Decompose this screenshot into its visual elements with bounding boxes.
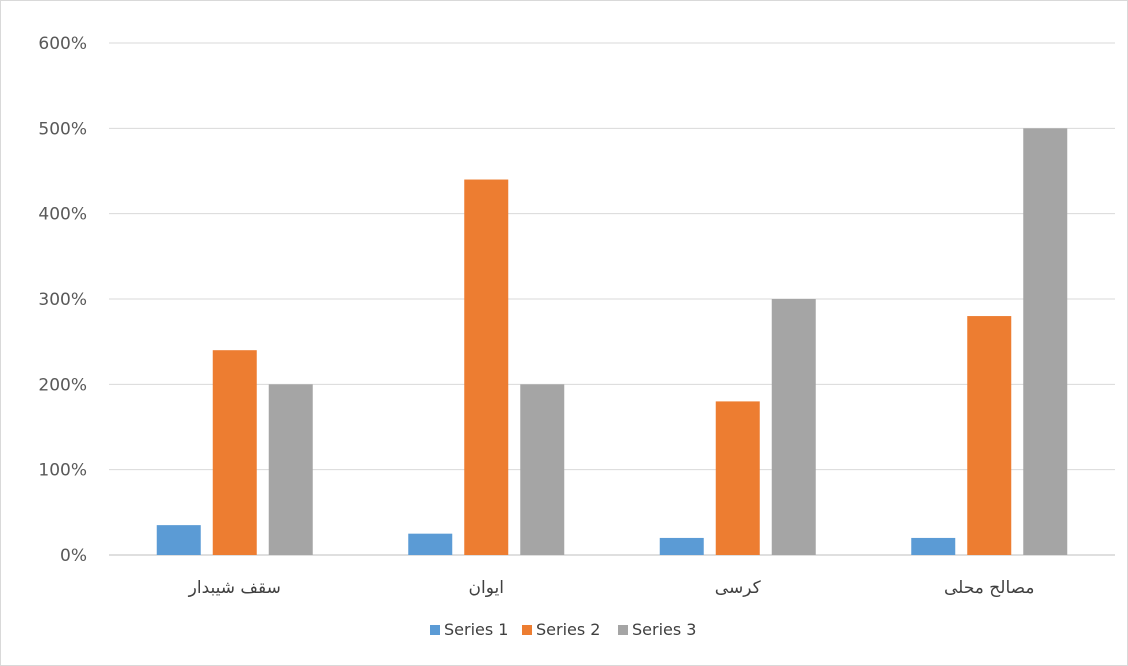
y-tick-label: 100% xyxy=(38,461,87,481)
y-tick-label: 0% xyxy=(60,546,87,566)
x-category-label: سقف شیبدار xyxy=(188,578,281,598)
legend: Series 1 Series 2 Series 3 xyxy=(430,620,696,639)
y-tick-label: 600% xyxy=(38,34,87,54)
bar-series-1 xyxy=(659,537,704,555)
y-tick-label: 200% xyxy=(38,375,87,395)
x-category-label: مصالح محلی xyxy=(944,578,1034,598)
bar-series-2 xyxy=(715,401,760,555)
legend-item: Series 1 xyxy=(430,620,508,639)
legend-label: Series 1 xyxy=(444,620,508,639)
bar-series-2 xyxy=(212,350,257,555)
legend-item: Series 2 xyxy=(522,620,600,639)
legend-swatch xyxy=(618,625,628,635)
bar-series-2 xyxy=(967,316,1012,555)
legend-swatch xyxy=(522,625,532,635)
bar-series-3 xyxy=(520,384,565,555)
bar-series-3 xyxy=(268,384,313,555)
legend-swatch xyxy=(430,625,440,635)
y-axis-ticks: 0% 100% 200% 300% 400% 500% 600% xyxy=(38,34,87,566)
bar-series-2 xyxy=(464,179,509,556)
y-tick-label: 500% xyxy=(38,119,87,139)
legend-label: Series 2 xyxy=(536,620,600,639)
x-axis-categories: سقف شیبدار ایوان کرسی مصالح محلی xyxy=(188,578,1035,598)
y-tick-label: 300% xyxy=(38,290,87,310)
bar-series-3 xyxy=(771,299,816,555)
bars xyxy=(156,128,1068,556)
bar-series-1 xyxy=(408,533,453,555)
x-category-label: کرسی xyxy=(715,578,762,598)
bar-series-1 xyxy=(911,537,956,555)
gridlines xyxy=(109,42,1115,556)
legend-item: Series 3 xyxy=(618,620,696,639)
x-category-label: ایوان xyxy=(469,578,504,598)
bar-series-3 xyxy=(1023,128,1068,555)
bar-series-1 xyxy=(156,525,201,555)
legend-label: Series 3 xyxy=(632,620,696,639)
y-tick-label: 400% xyxy=(38,205,87,225)
